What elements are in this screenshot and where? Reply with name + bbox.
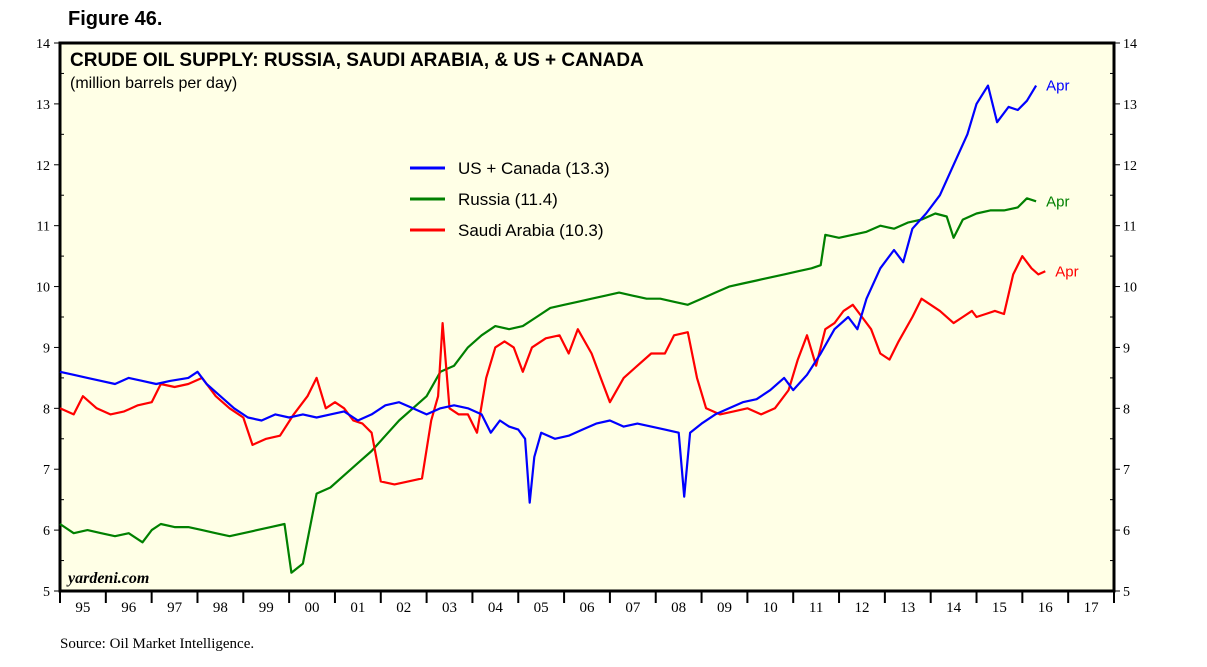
x-tick-label: 97 [167, 600, 183, 616]
y-tick-label-right: 9 [1123, 341, 1130, 356]
x-tick-label: 00 [305, 600, 320, 616]
x-tick-label: 15 [992, 600, 1007, 616]
x-axis: 95 96 97 98 99 00 01 02 03 04 05 06 07 08 09 10 11 12 13 14… [59, 591, 1115, 616]
y-tick-label-left: 7 [43, 463, 50, 478]
x-tick-label: 14 [946, 600, 962, 616]
y-tick-label-right: 13 [1123, 98, 1137, 113]
x-tick-label: 98 [213, 600, 228, 616]
x-tick-label: 17 [1084, 600, 1100, 616]
x-tick-label: 95 [75, 600, 90, 616]
y-tick-label-left: 6 [43, 524, 50, 539]
y-tick-label-left: 13 [36, 98, 50, 113]
series-line-0 [59, 84, 1038, 504]
x-tick-label: 16 [1038, 600, 1054, 616]
y-tick-label-left: 11 [37, 220, 50, 235]
figure-label: Figure 46. [68, 8, 163, 30]
y-axis-right: 5 6 7 8 9 10 11 12 13 14 [1110, 37, 1137, 600]
x-tick-label: 05 [534, 600, 549, 616]
x-tick-label: 96 [121, 600, 137, 616]
y-tick-label-left: 8 [43, 402, 50, 417]
x-tick-label: 08 [671, 600, 686, 616]
watermark: yardeni.com [66, 570, 149, 587]
x-tick-label: 99 [259, 600, 274, 616]
x-tick-label: 06 [580, 600, 596, 616]
source-note: Source: Oil Market Intelligence. [60, 636, 255, 652]
series-lines [59, 84, 1046, 574]
legend-label-1: Russia (11.4) [458, 190, 558, 209]
y-tick-label-right: 14 [1123, 37, 1137, 52]
end-label-2: Apr [1055, 263, 1078, 280]
end-label-0: Apr [1046, 78, 1069, 95]
y-tick-label-right: 11 [1123, 220, 1136, 235]
y-tick-label-right: 5 [1123, 585, 1130, 600]
series-line-1 [59, 197, 1037, 574]
x-tick-label: 09 [717, 600, 732, 616]
x-tick-label: 04 [488, 600, 504, 616]
legend: US + Canada (13.3) Russia (11.4) Saudi Ara… [410, 159, 610, 240]
plot-panel [58, 41, 1116, 593]
y-tick-label-right: 12 [1123, 159, 1137, 174]
x-tick-label: 03 [442, 600, 457, 616]
x-tick-label: 02 [396, 600, 411, 616]
end-label-1: Apr [1046, 193, 1069, 210]
x-tick-label: 13 [900, 600, 915, 616]
x-tick-label: 07 [625, 600, 641, 616]
y-tick-label-left: 12 [36, 159, 50, 174]
y-axis-left: 5 6 7 8 9 10 11 12 13 14 [36, 37, 64, 600]
legend-label-0: US + Canada (13.3) [458, 159, 610, 178]
y-tick-label-right: 8 [1123, 402, 1130, 417]
y-tick-label-left: 9 [43, 341, 50, 356]
x-tick-label: 12 [854, 600, 869, 616]
x-tick-label: 11 [809, 600, 823, 616]
x-tick-label: 01 [350, 600, 365, 616]
end-labels: Apr Apr Apr [1046, 78, 1079, 281]
chart-title: CRUDE OIL SUPPLY: RUSSIA, SAUDI ARABIA, … [70, 50, 644, 71]
y-tick-label-right: 10 [1123, 281, 1137, 296]
y-tick-label-left: 14 [36, 37, 50, 52]
y-tick-label-left: 10 [36, 281, 50, 296]
legend-label-2: Saudi Arabia (10.3) [458, 221, 604, 240]
y-tick-label-left: 5 [43, 585, 50, 600]
y-tick-label-right: 6 [1123, 524, 1130, 539]
y-tick-label-right: 7 [1123, 463, 1130, 478]
series-line-2 [59, 255, 1046, 486]
x-tick-label: 10 [763, 600, 778, 616]
chart-subtitle: (million barrels per day) [70, 75, 237, 92]
